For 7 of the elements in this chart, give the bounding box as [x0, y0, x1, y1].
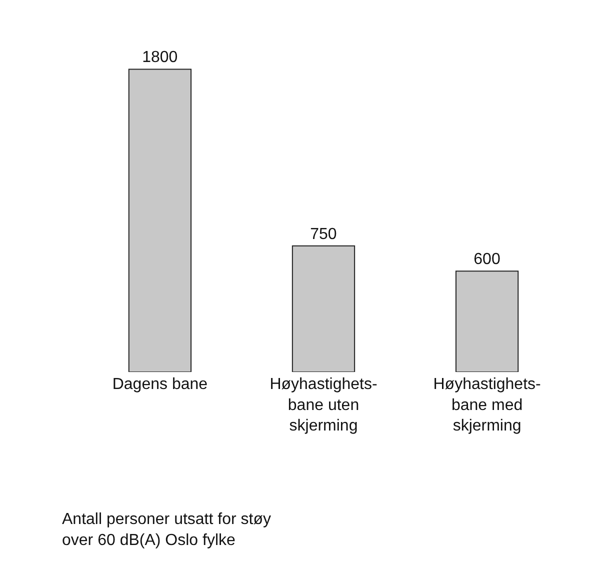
x-tick-label: Høyhastighets- bane med skjerming: [433, 376, 541, 435]
data-label: 750: [310, 226, 337, 243]
data-label: 600: [474, 251, 500, 268]
x-tick-label: Dagens bane: [112, 376, 208, 393]
x-tick-label: Høyhastighets- bane uten skjerming: [270, 376, 378, 435]
data-label: 1800: [142, 49, 178, 66]
text: Antall personer utsatt for støy over 60 dB(A) Oslo fylke: [62, 511, 271, 549]
